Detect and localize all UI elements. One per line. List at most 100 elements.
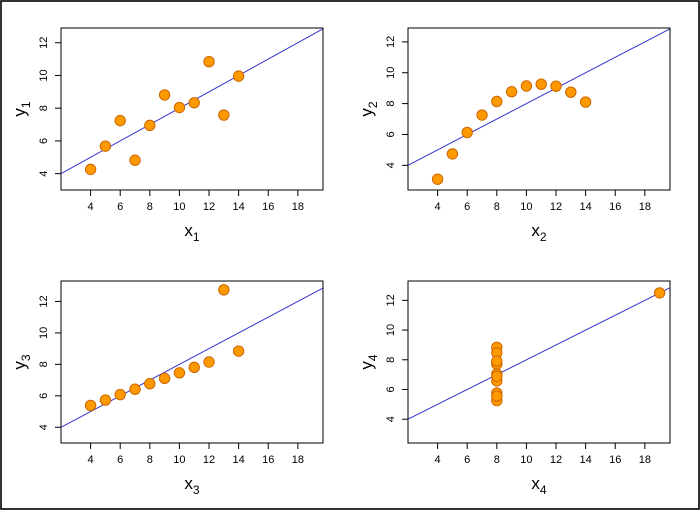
y-tick-label: 8 <box>385 357 397 363</box>
y-tick-label: 4 <box>38 171 50 177</box>
data-point <box>505 86 518 98</box>
data-point <box>203 56 215 68</box>
y-tick-label: 12 <box>385 36 397 48</box>
plot-area <box>407 27 671 191</box>
data-point <box>565 86 577 98</box>
y-axis-label: y3 <box>10 354 33 370</box>
y-tick-label: 6 <box>385 131 397 137</box>
x-tick-label: 12 <box>550 454 562 466</box>
y-tick-label: 6 <box>38 393 50 399</box>
x-tick-label: 8 <box>147 201 153 213</box>
data-point <box>653 287 666 299</box>
x-tick-label: 14 <box>580 454 592 466</box>
data-point <box>173 367 186 379</box>
data-point <box>99 140 112 152</box>
y-axis-label-main: y <box>357 108 376 117</box>
data-point <box>84 163 97 176</box>
x-axis-label-main: x <box>531 474 540 493</box>
x-tick-label: 18 <box>292 201 304 213</box>
data-point <box>99 394 112 406</box>
data-point <box>232 345 245 357</box>
x-tick-label: 8 <box>494 454 500 466</box>
data-point <box>491 390 503 402</box>
data-point <box>491 355 503 367</box>
x-tick-label: 4 <box>88 201 94 213</box>
x-axis-label-sub: 2 <box>540 230 547 244</box>
data-point <box>173 101 186 114</box>
y-tick-label: 12 <box>385 294 397 306</box>
x-tick-label: 4 <box>435 201 441 213</box>
x-tick-label: 10 <box>173 454 185 466</box>
x-tick-label: 8 <box>147 454 153 466</box>
x-axis-label-sub: 1 <box>193 230 200 244</box>
data-point <box>144 378 156 390</box>
data-point <box>158 372 171 385</box>
plot-area <box>60 27 324 191</box>
y-tick-label: 4 <box>385 416 397 422</box>
y-tick-label: 10 <box>385 324 397 336</box>
data-point <box>144 119 156 132</box>
y-axis-label-sub: 4 <box>366 354 380 361</box>
y-tick-label: 6 <box>385 386 397 392</box>
y-tick-label: 12 <box>38 295 50 307</box>
data-point <box>188 361 200 374</box>
x-tick-label: 4 <box>435 454 441 466</box>
x-axis-label-main: x <box>184 221 193 240</box>
x-tick-label: 14 <box>233 454 245 466</box>
x-tick-label: 14 <box>580 201 592 213</box>
x-axis-label-main: x <box>531 221 540 240</box>
y-tick-label: 4 <box>385 162 397 168</box>
y-axis-label-main: y <box>10 108 29 117</box>
x-tick-label: 18 <box>639 454 651 466</box>
data-point <box>114 388 126 401</box>
y-tick-label: 4 <box>38 424 50 430</box>
plot-area <box>407 280 671 444</box>
data-point <box>188 97 200 109</box>
regression-line <box>408 287 670 420</box>
y-axis-label-main: y <box>10 361 29 370</box>
y-tick-label: 10 <box>38 69 50 81</box>
x-tick-label: 16 <box>262 454 274 466</box>
x-axis-label: x3 <box>184 474 200 497</box>
x-tick-label: 16 <box>609 201 621 213</box>
data-point <box>446 148 459 160</box>
y-tick-label: 10 <box>385 67 397 79</box>
x-tick-label: 12 <box>550 201 562 213</box>
x-axis-label-main: x <box>184 474 193 493</box>
x-tick-label: 18 <box>292 454 304 466</box>
data-point <box>431 173 444 185</box>
x-tick-label: 10 <box>520 454 532 466</box>
data-point <box>129 154 141 166</box>
y-axis-label-main: y <box>357 361 376 370</box>
x-axis-label-sub: 4 <box>540 483 547 497</box>
data-point <box>218 284 230 296</box>
data-point <box>232 70 245 82</box>
x-tick-label: 14 <box>233 201 245 213</box>
x-tick-label: 12 <box>203 454 215 466</box>
y-tick-label: 10 <box>38 327 50 339</box>
x-tick-label: 8 <box>494 201 500 213</box>
data-point <box>535 78 547 90</box>
data-point <box>491 95 503 108</box>
plot-area <box>60 280 324 444</box>
data-point <box>579 96 592 108</box>
x-tick-label: 6 <box>117 454 123 466</box>
x-tick-label: 4 <box>88 454 94 466</box>
x-tick-label: 6 <box>464 201 470 213</box>
y-tick-label: 6 <box>38 138 50 144</box>
x-axis-label-sub: 3 <box>193 483 200 497</box>
x-tick-label: 6 <box>464 454 470 466</box>
data-point <box>218 109 230 121</box>
y-axis-label: y1 <box>10 101 33 117</box>
x-tick-label: 6 <box>117 201 123 213</box>
y-axis-label-sub: 1 <box>19 101 33 108</box>
y-tick-label: 8 <box>385 101 397 107</box>
x-tick-label: 10 <box>520 201 532 213</box>
x-tick-label: 16 <box>609 454 621 466</box>
x-tick-label: 18 <box>639 201 651 213</box>
data-point <box>520 80 533 92</box>
